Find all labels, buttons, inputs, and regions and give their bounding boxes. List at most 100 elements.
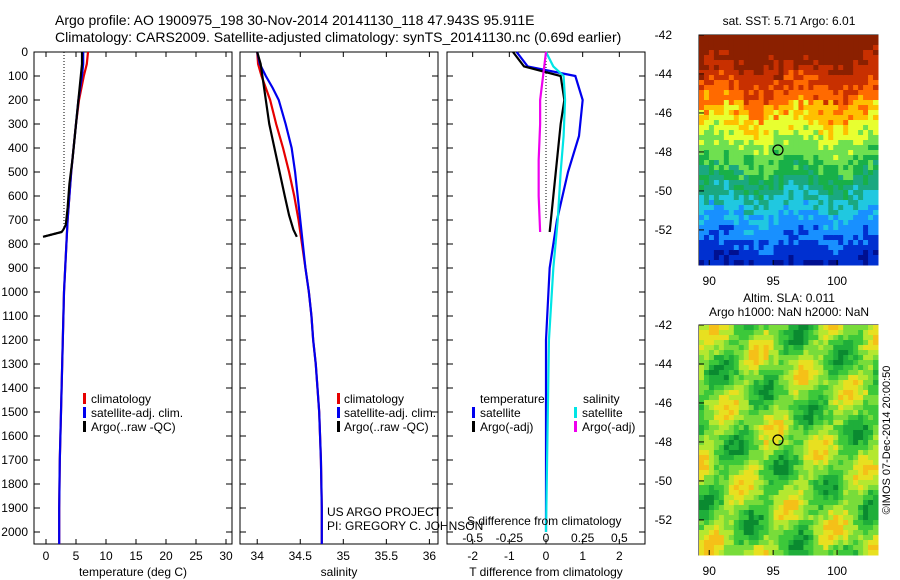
sst-cell [863,75,869,81]
sla-cell [783,345,789,351]
sst-cell [773,250,780,256]
sst-cell [803,85,809,91]
sla-cell [743,370,750,376]
sst-cell [833,220,839,226]
sst-cell [863,40,869,46]
sst-cell [758,75,765,81]
sla-cell [728,520,735,526]
sla-cell [723,420,730,426]
sla-cell [763,370,770,376]
sla-cell [838,465,844,471]
sst-cell [863,70,869,76]
sst-cell [753,115,760,121]
sla-cell [818,485,824,491]
sst-cell [748,240,755,246]
sst-cell [758,35,765,41]
sla-cell [813,430,819,436]
sla-cell [793,360,799,366]
sst-cell [813,160,819,166]
sla-cell [848,540,854,546]
sla-cell [758,480,765,486]
sla-cell [728,400,735,406]
sla-cell [833,375,839,381]
sla-cell [798,525,804,531]
sla-cell [788,520,794,526]
sst-cell [778,255,785,261]
sst-cell [708,65,715,71]
sla-cell [823,440,829,446]
sla-cell [833,485,839,491]
sst-cell [853,125,859,131]
sla-cell [798,485,804,491]
sla-cell [783,435,789,441]
sla-cell [828,495,834,501]
sla-cell [858,430,864,436]
sla-cell [838,420,844,426]
sst-cell [793,150,799,156]
depth-tick-label: 200 [8,93,28,107]
sst-cell [793,200,799,206]
sla-cell [758,400,765,406]
sla-cell [828,515,834,521]
sla-cell [763,480,770,486]
sst-cell [843,55,849,61]
sla-cell [848,370,854,376]
sla-cell [788,415,794,421]
sla-cell [743,450,750,456]
sla-cell [713,340,720,346]
sla-cell [818,355,824,361]
sla-cell [738,350,745,356]
sst-cell [748,150,755,156]
sst-cell [813,65,819,71]
sla-cell [823,500,829,506]
sla-cell [803,470,809,476]
sst-cell [848,230,854,236]
sst-cell [718,40,725,46]
sla-cell [708,370,715,376]
sst-cell [708,160,715,166]
sla-cell [818,395,824,401]
sst-cell [763,175,770,181]
sst-cell [873,195,879,201]
sla-cell [873,435,879,441]
sst-cell [699,115,705,121]
sla-cell [788,325,794,331]
sla-cell [843,525,849,531]
sla-cell [763,420,770,426]
sst-cell [838,260,844,266]
sst-cell [798,165,804,171]
sla-cell [833,470,839,476]
sst-cell [763,125,770,131]
sla-cell [818,520,824,526]
sst-cell [748,210,755,216]
sla-cell [753,450,760,456]
sst-cell [743,80,750,86]
sst-cell [863,190,869,196]
sst-cell [753,155,760,161]
sst-cell [873,35,879,41]
sst-cell [798,40,804,46]
sst-cell [808,165,814,171]
sst-cell [778,215,785,221]
sla-cell [748,385,755,391]
sst-cell [873,180,879,186]
sst-cell [873,55,879,61]
sla-cell [838,325,844,331]
sst-cell [763,210,770,216]
sst-cell [708,135,715,141]
sst-cell [773,90,780,96]
sla-cell [808,400,814,406]
sla-cell [753,415,760,421]
legend-label-s-satellite: satellite [582,406,623,420]
lon-tick-label: 95 [766,564,780,578]
sst-cell [713,75,720,81]
sst-cell [699,245,705,251]
sla-cell [708,390,715,396]
depth-tick-label: 400 [8,141,28,155]
sla-cell [783,490,789,496]
sla-cell [699,325,705,331]
sst-cell [788,200,794,206]
sla-cell [783,535,789,541]
x-tick-label: 36 [423,549,437,563]
sst-cell [758,80,765,86]
